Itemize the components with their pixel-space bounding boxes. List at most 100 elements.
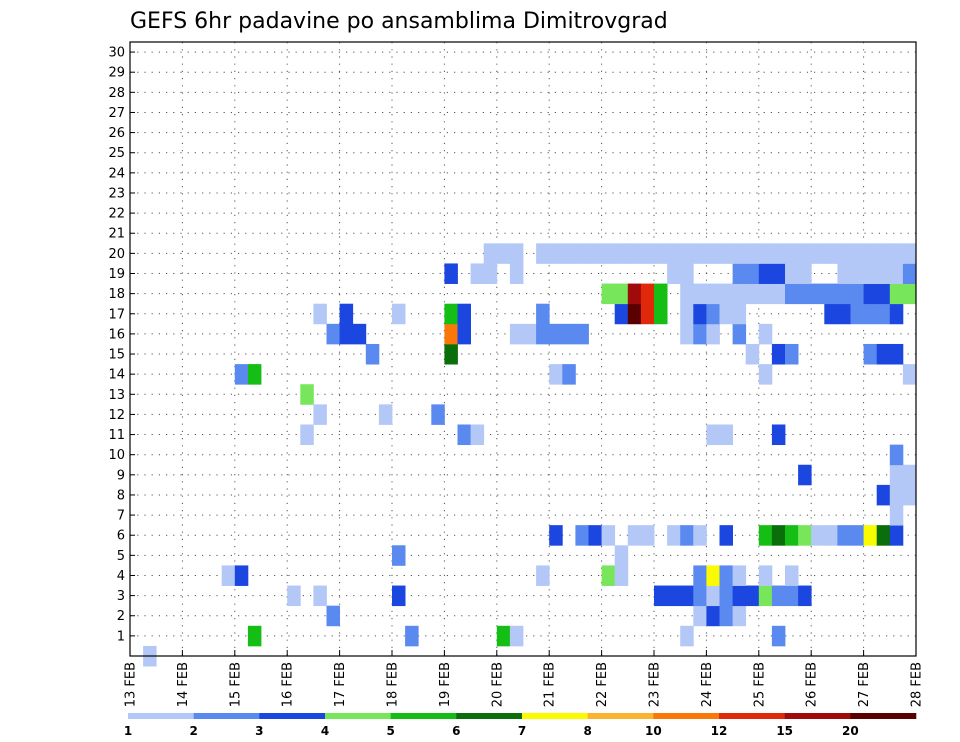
precip-cell — [732, 323, 747, 345]
plot-frame — [129, 41, 917, 657]
precip-cell — [601, 525, 616, 546]
precip-cell — [457, 424, 471, 446]
y-tick-label: 22 — [108, 207, 125, 222]
precip-cell — [758, 323, 773, 345]
precip-cell — [706, 243, 720, 264]
precip-cell — [693, 323, 707, 345]
precip-cell — [706, 323, 720, 345]
y-tick-label: 10 — [108, 448, 125, 463]
legend-swatch — [193, 713, 260, 719]
precip-cell — [549, 243, 563, 264]
precip-cell — [745, 243, 760, 264]
precip-cell — [876, 243, 891, 264]
precip-cell — [313, 585, 327, 607]
precip-cell — [745, 585, 760, 607]
x-tick-label: 15 FEB — [228, 662, 243, 707]
precip-cell — [902, 263, 917, 284]
precip-cell — [509, 243, 524, 264]
precip-cell — [863, 263, 878, 284]
precip-cell — [601, 283, 616, 305]
precip-cell — [247, 364, 262, 385]
precip-cell — [627, 303, 642, 325]
precip-cell — [509, 263, 524, 284]
legend-swatch — [128, 713, 194, 719]
y-tick-label: 4 — [117, 569, 125, 584]
precip-cell — [719, 283, 733, 305]
legend-label: 6 — [452, 724, 460, 738]
precip-cell — [667, 243, 681, 264]
y-tick-label: 12 — [108, 408, 125, 423]
precip-cell — [313, 303, 327, 325]
precip-cell — [719, 303, 733, 325]
y-tick-label: 25 — [108, 146, 125, 161]
precip-cell — [470, 424, 485, 446]
precip-cell — [247, 625, 262, 647]
x-tick-label: 14 FEB — [176, 662, 191, 707]
precip-cell — [392, 303, 406, 325]
precip-cell — [785, 263, 799, 284]
precip-cell — [811, 525, 825, 546]
legend-label: 20 — [842, 724, 859, 738]
precip-cell — [654, 283, 668, 305]
precip-cell — [509, 323, 524, 345]
precip-cell — [732, 243, 747, 264]
precip-cell — [680, 263, 694, 284]
precip-cell — [732, 263, 747, 284]
precip-cell — [889, 243, 904, 264]
precip-cell — [588, 525, 602, 546]
legend-swatch — [325, 713, 391, 719]
precip-cell — [771, 424, 786, 446]
precip-cell — [457, 323, 471, 345]
precip-cell — [444, 303, 458, 325]
precip-cell — [837, 283, 851, 305]
x-tick-label: 19 FEB — [438, 662, 453, 707]
y-tick-label: 9 — [117, 468, 125, 483]
precip-cell — [562, 243, 576, 264]
precip-cell — [837, 263, 851, 284]
precip-cell — [444, 343, 458, 365]
precip-cell — [562, 364, 576, 385]
y-tick-label: 5 — [117, 549, 125, 564]
precip-cell — [339, 323, 354, 345]
precip-cell — [719, 243, 733, 264]
precip-cell — [693, 243, 707, 264]
precip-cell — [536, 565, 550, 586]
precip-cell — [824, 283, 838, 305]
precip-cell — [798, 243, 812, 264]
precip-cell — [863, 243, 878, 264]
y-tick-label: 7 — [117, 509, 125, 524]
precip-cell — [785, 343, 799, 365]
precip-cell — [732, 585, 747, 607]
precip-cell — [614, 283, 629, 305]
precip-cell — [837, 243, 851, 264]
precip-cell — [536, 243, 550, 264]
precip-cell — [850, 283, 864, 305]
precip-cell — [601, 243, 616, 264]
precip-cell — [902, 243, 917, 264]
precip-cell — [798, 585, 812, 607]
precip-cell — [798, 283, 812, 305]
precip-cell — [693, 565, 707, 586]
precip-cell — [431, 404, 445, 425]
legend-label: 2 — [189, 724, 197, 738]
y-tick-label: 15 — [108, 348, 125, 363]
y-tick-label: 2 — [117, 609, 125, 624]
precip-cell — [824, 243, 838, 264]
precip-cell — [732, 605, 747, 627]
precip-cell — [640, 283, 655, 305]
precip-cell — [719, 565, 733, 586]
precip-cell — [771, 243, 786, 264]
precip-cell — [693, 585, 707, 607]
precip-cell — [693, 283, 707, 305]
precip-cell — [719, 605, 733, 627]
chart-title: GEFS 6hr padavine po ansamblima Dimitrov… — [130, 9, 668, 34]
precip-cell — [575, 323, 589, 345]
precip-cell — [771, 625, 786, 647]
x-tick-label: 24 FEB — [700, 662, 715, 707]
precip-cell — [627, 283, 642, 305]
precip-cell — [457, 303, 471, 325]
precip-cell — [549, 525, 563, 546]
precip-cell — [811, 243, 825, 264]
precip-cell — [850, 263, 864, 284]
precip-cell — [758, 585, 773, 607]
